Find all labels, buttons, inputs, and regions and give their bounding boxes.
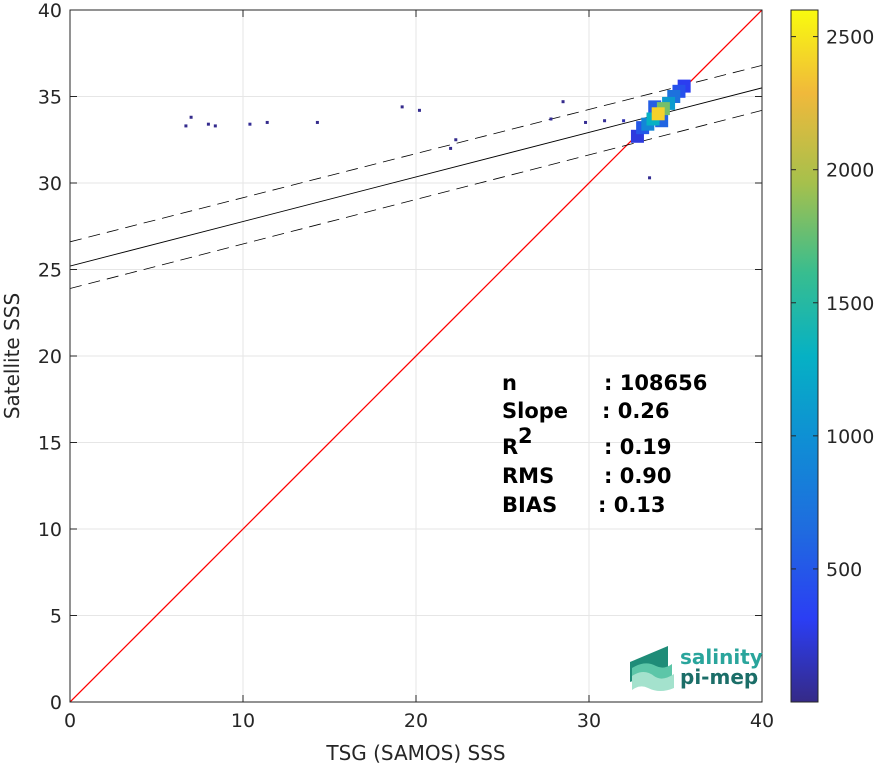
stat-slope-label: Slope	[502, 399, 568, 423]
y-tick-label: 35	[38, 87, 62, 109]
stats-box: n : 108656 Slope : 0.26 R 2 : 0.19 RMS :…	[502, 371, 707, 517]
density-cell	[584, 120, 588, 124]
stat-bias-value: : 0.13	[598, 493, 666, 517]
stat-r2-value: : 0.19	[604, 435, 672, 459]
axis-ticks: 0 10 20 30 40 0 5 10 15 20 25 30 35 40	[38, 0, 774, 732]
density-cell	[184, 124, 188, 128]
y-tick-label: 15	[38, 433, 62, 455]
colorbar-frame	[790, 9, 819, 703]
stat-r2-sup: 2	[518, 424, 533, 448]
logo-line1: salinity	[680, 645, 763, 669]
x-tick-label: 10	[231, 710, 255, 732]
density-cell	[549, 117, 553, 121]
colorbar-tick-label: 1000	[826, 426, 874, 448]
density-cell	[648, 176, 652, 180]
stat-rms-label: RMS	[502, 464, 554, 488]
density-cell	[248, 122, 252, 126]
colorbar-ticks: 500 1000 1500 2000 2500	[791, 27, 874, 581]
logo-line2: pi-mep	[680, 665, 758, 689]
density-cell	[454, 138, 458, 142]
colorbar-gradient	[791, 10, 818, 702]
density-cell	[417, 108, 421, 112]
x-tick-label: 20	[404, 710, 428, 732]
stat-bias-label: BIAS	[502, 493, 557, 517]
y-tick-label: 40	[38, 0, 62, 22]
density-cell	[213, 124, 217, 128]
stat-n-value: : 108656	[604, 371, 707, 395]
density-cell	[189, 115, 193, 119]
density-cell	[651, 107, 665, 121]
colorbar: 500 1000 1500 2000 2500	[790, 9, 874, 703]
x-tick-label: 30	[577, 710, 601, 732]
density-cell	[449, 146, 453, 150]
density-cell	[561, 100, 565, 104]
x-tick-label: 0	[64, 710, 76, 732]
density-cell	[603, 119, 607, 123]
fit-lower-line	[70, 109, 762, 289]
stat-r2-label: R	[502, 435, 518, 459]
colorbar-tick-label: 2500	[826, 27, 874, 49]
salinity-pimep-logo: salinity pi-mep	[630, 645, 763, 691]
stat-rms-value: : 0.90	[604, 464, 672, 488]
y-tick-label: 10	[38, 519, 62, 541]
y-tick-label: 25	[38, 260, 62, 282]
y-tick-label: 30	[38, 173, 62, 195]
stat-slope-value: : 0.26	[602, 399, 670, 423]
y-axis-label: Satellite SSS	[0, 293, 24, 419]
density-cell	[265, 120, 269, 124]
y-tick-label: 20	[38, 346, 62, 368]
density-cells	[184, 79, 691, 180]
y-tick-label: 0	[50, 692, 62, 714]
y-tick-label: 5	[50, 606, 62, 628]
density-cell	[206, 122, 210, 126]
x-tick-label: 40	[750, 710, 774, 732]
colorbar-tick-label: 1500	[826, 293, 874, 315]
wave-layers-icon	[630, 646, 674, 691]
density-cell	[400, 105, 404, 109]
stat-n-label: n	[502, 371, 517, 395]
density-cell	[622, 119, 626, 123]
colorbar-tick-label: 500	[826, 559, 862, 581]
colorbar-tick-label: 2000	[826, 160, 874, 182]
density-cell	[315, 120, 319, 124]
fit-upper-line	[70, 64, 762, 243]
x-axis-label: TSG (SAMOS) SSS	[325, 741, 505, 765]
